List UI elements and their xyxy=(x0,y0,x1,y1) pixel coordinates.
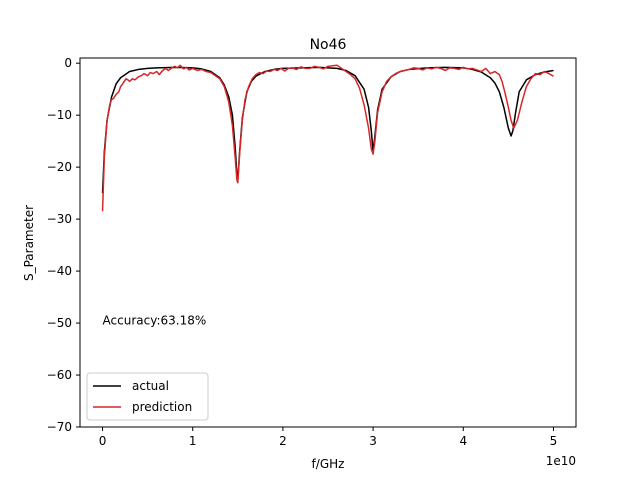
y-tick-label: −30 xyxy=(47,212,72,226)
y-tick-label: −20 xyxy=(47,160,72,174)
x-tick-label: 0 xyxy=(99,434,107,448)
accuracy-annotation: Accuracy:63.18% xyxy=(103,313,207,327)
legend-label-actual: actual xyxy=(132,379,169,393)
legend: actual prediction xyxy=(86,372,209,421)
y-tick-label: −40 xyxy=(47,264,72,278)
x-tick-label: 4 xyxy=(459,434,467,448)
series-line-prediction xyxy=(101,64,554,212)
y-tick-label: 0 xyxy=(64,56,72,70)
y-axis-ticks: 0 −10 −20 −30 −40 −50 −60 −70 xyxy=(47,56,80,434)
legend-box xyxy=(86,372,209,421)
y-axis-label: S_Parameter xyxy=(22,205,36,281)
x-tick-label: 3 xyxy=(369,434,377,448)
series-layer xyxy=(101,64,554,212)
x-axis-offset-text: 1e10 xyxy=(546,454,576,468)
y-tick-label: −10 xyxy=(47,108,72,122)
plot-area xyxy=(101,64,554,212)
x-axis-label: f/GHz xyxy=(312,457,345,471)
x-tick-label: 2 xyxy=(279,434,287,448)
x-axis-ticks: 0 1 2 3 4 5 xyxy=(99,427,558,448)
y-tick-label: −60 xyxy=(47,368,72,382)
plot-frame xyxy=(79,57,577,428)
chart-title: No46 xyxy=(310,37,347,53)
x-tick-label: 5 xyxy=(550,434,558,448)
y-tick-label: −70 xyxy=(47,420,72,434)
legend-label-prediction: prediction xyxy=(132,400,192,414)
x-tick-label: 1 xyxy=(189,434,197,448)
y-tick-label: −50 xyxy=(47,316,72,330)
